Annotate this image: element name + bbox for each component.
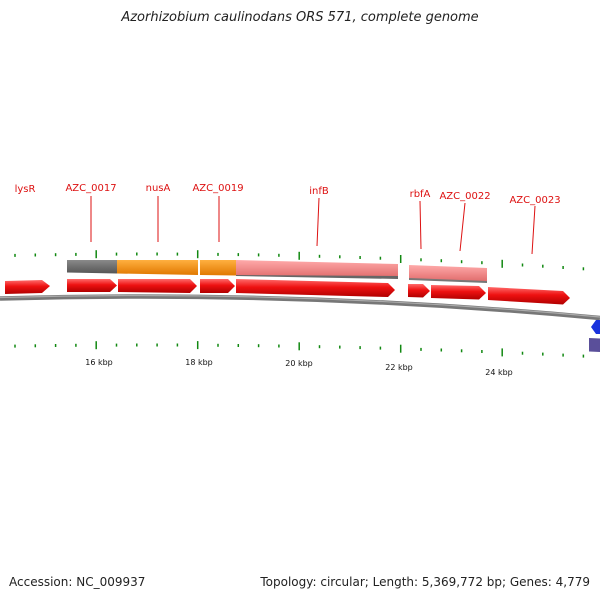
gene-label-azc-0017: AZC_0017: [65, 183, 116, 194]
gene-arrow-azc-0023[interactable]: [488, 287, 570, 305]
gene-label-nusa: nusA: [146, 183, 171, 194]
gene-arrow-nusa[interactable]: [118, 279, 197, 293]
gene-label-infb: infB: [309, 186, 329, 197]
gene-label-layer: lysR AZC_0017 nusA AZC_0019 infB rbfA AZ…: [15, 183, 561, 255]
gene-arrow-azc-0022[interactable]: [431, 285, 486, 300]
ruler-label: 18 kbp: [185, 358, 213, 367]
accession-text: Accession: NC_009937: [9, 575, 146, 589]
genome-backbone-highlight: [0, 294, 600, 318]
page-title: Azorhizobium caulinodans ORS 571, comple…: [121, 10, 479, 25]
gene-leader-line: [419, 200, 422, 250]
gene-leader-line: [459, 202, 466, 252]
gene-leader-line: [316, 197, 320, 247]
bottom-tick-row: [14, 341, 585, 358]
gene-label-lysr: lysR: [15, 184, 36, 195]
top-tick-row: [14, 250, 585, 271]
gene-arrow-track: [5, 279, 570, 305]
edge-feature-blue[interactable]: [591, 320, 600, 334]
feature-bar-edge-dark: [236, 275, 398, 279]
feature-bar-edge-dark: [409, 278, 487, 283]
feature-bar-orange[interactable]: [117, 260, 198, 275]
ruler-label: 22 kbp: [385, 363, 413, 372]
feature-bar-orange[interactable]: [200, 260, 236, 276]
gene-label-azc-0019: AZC_0019: [192, 183, 243, 194]
gene-label-rbfa: rbfA: [410, 189, 431, 200]
ruler-label: 16 kbp: [85, 358, 113, 367]
genome-stats-text: Topology: circular; Length: 5,369,772 bp…: [260, 575, 590, 589]
feature-bar-gray[interactable]: [67, 260, 117, 274]
gene-arrow-infb[interactable]: [236, 279, 395, 297]
genome-backbone: [0, 294, 600, 321]
gene-arrow-azc-0019[interactable]: [200, 279, 235, 293]
feature-track: [67, 260, 487, 283]
ruler-label: 20 kbp: [285, 359, 313, 368]
gene-leader-line: [531, 205, 536, 255]
feature-bar-pink[interactable]: [236, 260, 398, 278]
ruler-labels: 16 kbp 18 kbp 20 kbp 22 kbp 24 kbp: [85, 358, 513, 377]
gene-label-azc-0023: AZC_0023: [509, 195, 560, 206]
gene-label-azc-0022: AZC_0022: [439, 191, 490, 202]
gene-arrow-rbfa[interactable]: [408, 284, 430, 298]
gene-arrow-lysr[interactable]: [5, 280, 50, 294]
feature-bar-pink[interactable]: [409, 265, 487, 282]
edge-feature-purple[interactable]: [589, 338, 600, 352]
gene-arrow-azc-0017[interactable]: [67, 279, 117, 292]
ruler-label: 24 kbp: [485, 368, 513, 377]
